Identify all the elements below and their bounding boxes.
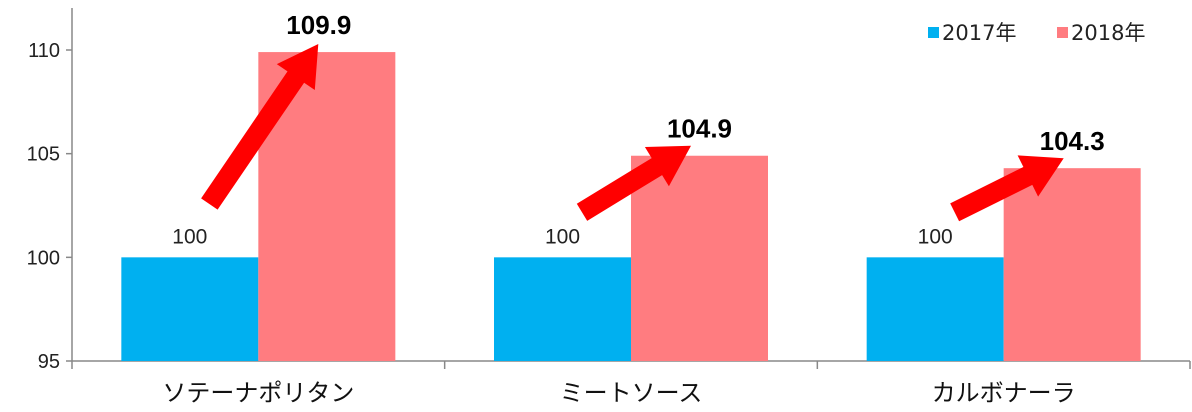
y-tick-label: 110 [28,40,60,62]
legend: 2017年 2018年 [928,21,1145,45]
data-label-2017: 100 [172,225,207,248]
legend-label-2017: 2017年 [942,21,1016,45]
bar-2017 [121,257,259,361]
data-label-2018: 109.9 [286,10,351,40]
legend-swatch-2017 [928,27,939,38]
y-tick-label: 105 [27,144,60,166]
data-label-2018: 104.3 [1040,126,1105,156]
y-tick-label: 100 [27,247,60,269]
data-label-2017: 100 [545,225,580,248]
increase-arrow [950,155,1064,222]
bar-2018 [1003,168,1141,361]
labels-layer: ソテーナポリタン 100 109.9 ミートソース 100 104.9 カルボナーラ 100 1… [162,10,1104,407]
increase-arrow [576,145,691,221]
bar-2017 [494,257,631,361]
x-tick-label: カルボナーラ [932,379,1076,407]
arrows-layer [201,44,1064,222]
bars-layer [121,52,1141,361]
data-label-2018: 104.9 [667,114,732,144]
x-tick-label: ミートソース [560,379,703,407]
bar-2017 [866,257,1004,361]
legend-swatch-2018 [1057,27,1068,38]
x-tick-label: ソテーナポリタン [162,379,354,407]
legend-label-2018: 2018年 [1071,21,1145,45]
y-tick-label: 95 [38,351,60,373]
increase-arrow [201,44,319,210]
bar-2018 [631,155,768,361]
data-label-2017: 100 [918,225,953,248]
